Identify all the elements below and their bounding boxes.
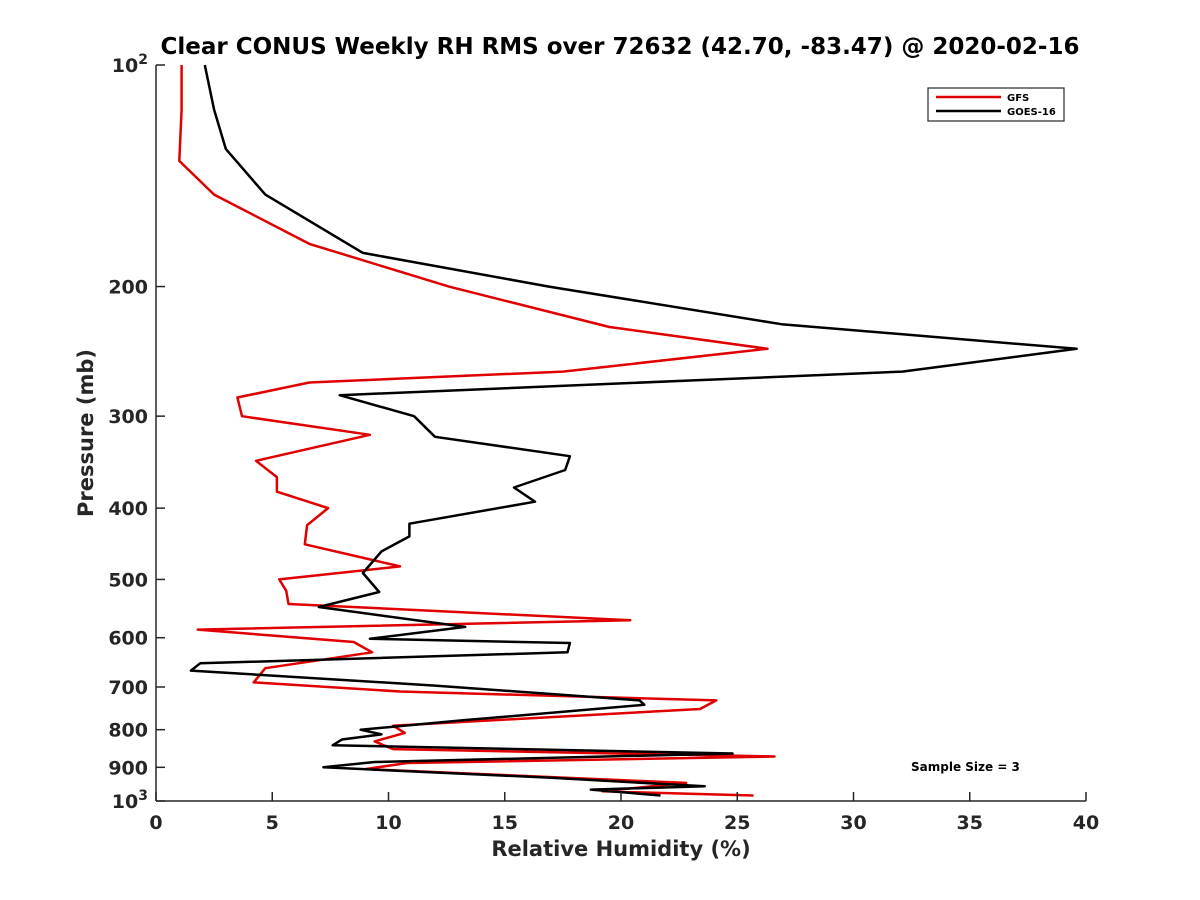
- x-axis-label: Relative Humidity (%): [491, 837, 750, 861]
- x-tick-label: 15: [492, 812, 518, 834]
- x-tick-label: 10: [375, 812, 401, 834]
- legend-label-goes16: GOES-16: [1007, 107, 1056, 118]
- y-tick-label: 103: [112, 788, 148, 813]
- x-tick-label: 25: [724, 812, 750, 834]
- x-tick-label: 5: [266, 812, 279, 834]
- x-tick-label: 40: [1073, 812, 1099, 834]
- y-tick-label: 500: [108, 569, 148, 591]
- y-tick-label: 300: [108, 406, 148, 428]
- y-tick-label: 102: [112, 52, 148, 77]
- series-line-gfs: [178, 65, 776, 797]
- x-tick-label: 35: [957, 812, 983, 834]
- plot-area: [178, 64, 1078, 797]
- x-tick-label: 0: [149, 812, 162, 834]
- y-tick-label: 600: [108, 628, 148, 650]
- series-line-goes16: [189, 64, 1078, 797]
- y-tick-label: 900: [108, 757, 148, 779]
- y-tick-label: 800: [108, 720, 148, 742]
- sample-size-annotation: Sample Size = 3: [911, 760, 1020, 774]
- x-axis-ticks: 0 5 10 15 20 25 30 35 40: [149, 792, 1099, 834]
- legend-label-gfs: GFS: [1007, 93, 1029, 104]
- y-tick-label-base: 10: [112, 791, 138, 813]
- y-tick-label: 200: [108, 277, 148, 299]
- y-tick-label-base: 10: [112, 55, 138, 77]
- x-tick-label: 20: [608, 812, 634, 834]
- legend: GFS GOES-16: [927, 87, 1065, 122]
- legend-box: [927, 87, 1065, 122]
- y-tick-label-exponent: 2: [138, 52, 148, 68]
- x-tick-label: 30: [840, 812, 866, 834]
- y-tick-label-exponent: 3: [138, 788, 148, 804]
- y-axis-label: Pressure (mb): [74, 349, 98, 517]
- chart-title: Clear CONUS Weekly RH RMS over 72632 (42…: [161, 34, 1080, 60]
- y-tick-label: 700: [108, 677, 148, 699]
- y-tick-label: 400: [108, 498, 148, 520]
